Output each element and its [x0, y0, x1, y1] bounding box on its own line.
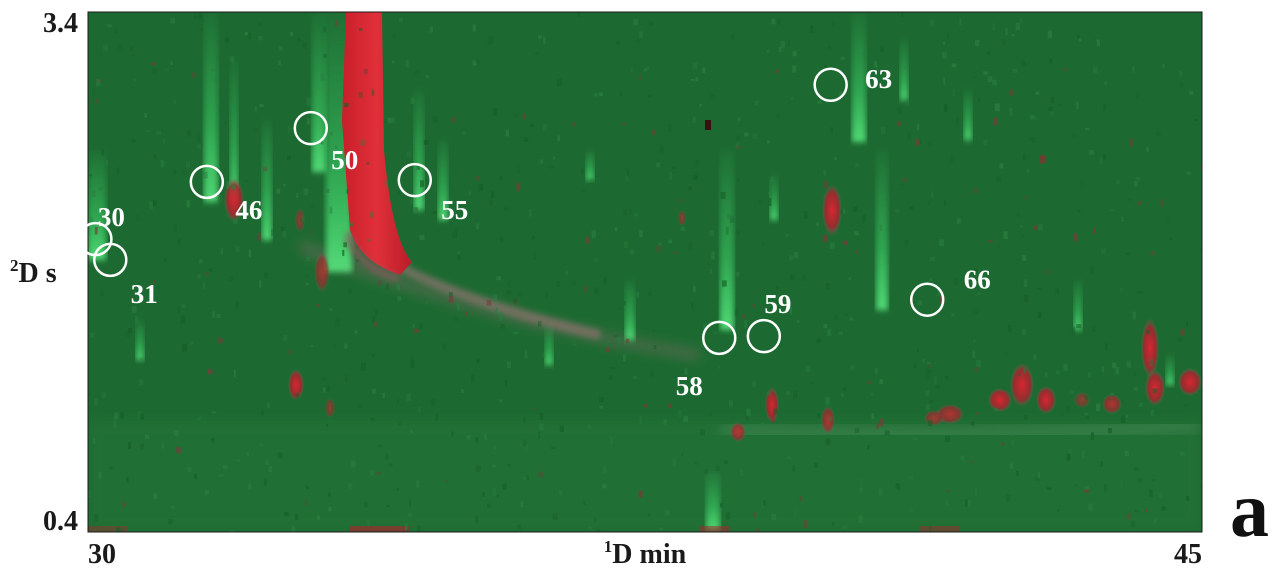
peak-label-30: 30	[98, 202, 125, 232]
peak-label-46: 46	[235, 195, 262, 225]
x-axis-label-sup: 1	[604, 537, 613, 556]
peak-label-59: 59	[764, 289, 791, 319]
peak-circle-58	[702, 320, 737, 356]
plot-frame	[87, 11, 1203, 533]
peak-circle-66	[909, 282, 945, 317]
x-axis-label-text: D min	[612, 539, 686, 570]
y-tick-top: 3.4	[43, 8, 78, 39]
peak-markers: 30 31 46 50 55 58 59 63 66	[78, 64, 991, 401]
peak-circle-46	[189, 164, 225, 200]
y-tick-bottom: 0.4	[43, 506, 78, 537]
y-axis-label: 2D s	[10, 256, 57, 289]
y-axis-label-text: D s	[19, 258, 57, 289]
peak-circle-50	[293, 110, 329, 146]
x-axis-label: 1D min	[604, 537, 687, 570]
x-tick-left: 30	[88, 539, 116, 570]
y-axis-label-sup: 2	[10, 256, 19, 275]
peak-circle-63	[813, 67, 848, 103]
peak-label-63: 63	[865, 64, 892, 94]
signal-layer	[88, 12, 1202, 532]
panel-label: a	[1230, 466, 1269, 553]
peak-circle-59	[746, 318, 782, 354]
noise-texture	[88, 12, 1202, 532]
peak-label-50: 50	[331, 145, 358, 175]
x-tick-right: 45	[1174, 539, 1202, 570]
peak-label-55: 55	[441, 195, 468, 225]
peak-label-66: 66	[964, 265, 991, 295]
peak-label-58: 58	[676, 371, 703, 401]
peak-circle-31	[93, 242, 128, 278]
peak-label-31: 31	[131, 279, 158, 309]
peak-circle-55	[397, 162, 433, 198]
